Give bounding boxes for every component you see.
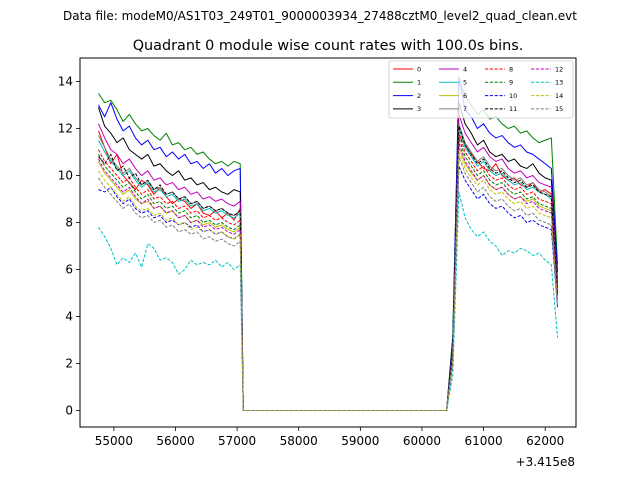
legend-label-7: 7 — [463, 105, 467, 113]
y-tick-label: 10 — [58, 169, 73, 183]
legend-label-12: 12 — [555, 65, 563, 73]
x-tick-label: 55000 — [95, 434, 133, 448]
legend-label-10: 10 — [509, 92, 517, 100]
x-tick-label: 59000 — [341, 434, 379, 448]
legend-label-14: 14 — [555, 92, 563, 100]
legend-label-13: 13 — [555, 79, 563, 87]
x-tick-label: 58000 — [280, 434, 318, 448]
y-tick-label: 4 — [65, 310, 73, 324]
y-axis: 0 2 4 6 8 10 12 14 — [58, 75, 80, 418]
series-line-14 — [98, 151, 559, 412]
x-tick-label: 57000 — [218, 434, 256, 448]
legend-label-5: 5 — [463, 79, 467, 87]
series-line-6 — [98, 146, 559, 412]
legend-label-9: 9 — [509, 79, 513, 87]
series-line-4 — [98, 113, 559, 412]
x-tick-label: 56000 — [156, 434, 194, 448]
plot-area: 55000 56000 57000 58000 59000 60000 61000 62000… — [58, 57, 577, 469]
series-line-2 — [98, 76, 559, 412]
series-line-11 — [98, 125, 559, 412]
axes-frame — [79, 57, 577, 428]
series-line-1 — [98, 78, 559, 412]
y-tick-label: 2 — [65, 357, 73, 371]
legend-frame — [388, 60, 574, 119]
chart-title: Quadrant 0 module wise count rates with … — [133, 38, 524, 54]
series-line-9 — [98, 137, 559, 412]
series-line-3 — [98, 102, 559, 412]
legend-label-6: 6 — [463, 92, 467, 100]
series-line-12 — [98, 142, 559, 412]
legend-label-0: 0 — [417, 65, 421, 73]
series-line-15 — [98, 156, 559, 412]
series-line-13 — [98, 191, 559, 412]
y-tick-label: 6 — [65, 263, 73, 277]
series-line-5 — [98, 128, 559, 412]
y-tick-label: 14 — [58, 75, 73, 89]
y-tick-label: 8 — [65, 216, 73, 230]
series-line-10 — [98, 165, 559, 412]
x-offset-label: +3.415e8 — [516, 455, 575, 469]
x-tick-label: 62000 — [526, 434, 564, 448]
legend-label-1: 1 — [417, 79, 421, 87]
legend-label-4: 4 — [463, 65, 467, 73]
chart-suptitle: Data file: modeM0/AS1T03_249T01_90000039… — [63, 9, 577, 23]
legend-label-2: 2 — [417, 92, 421, 100]
y-tick-label: 0 — [65, 404, 73, 418]
legend-label-8: 8 — [509, 65, 513, 73]
y-tick-label: 12 — [58, 122, 73, 136]
legend-label-11: 11 — [509, 105, 517, 113]
series-line-8 — [98, 132, 559, 412]
legend-label-3: 3 — [417, 105, 421, 113]
legend-label-15: 15 — [555, 105, 563, 113]
x-tick-label: 61000 — [464, 434, 502, 448]
series-lines — [98, 76, 559, 412]
x-axis: 55000 56000 57000 58000 59000 60000 61000 62000 — [95, 427, 564, 448]
x-tick-label: 60000 — [403, 434, 441, 448]
